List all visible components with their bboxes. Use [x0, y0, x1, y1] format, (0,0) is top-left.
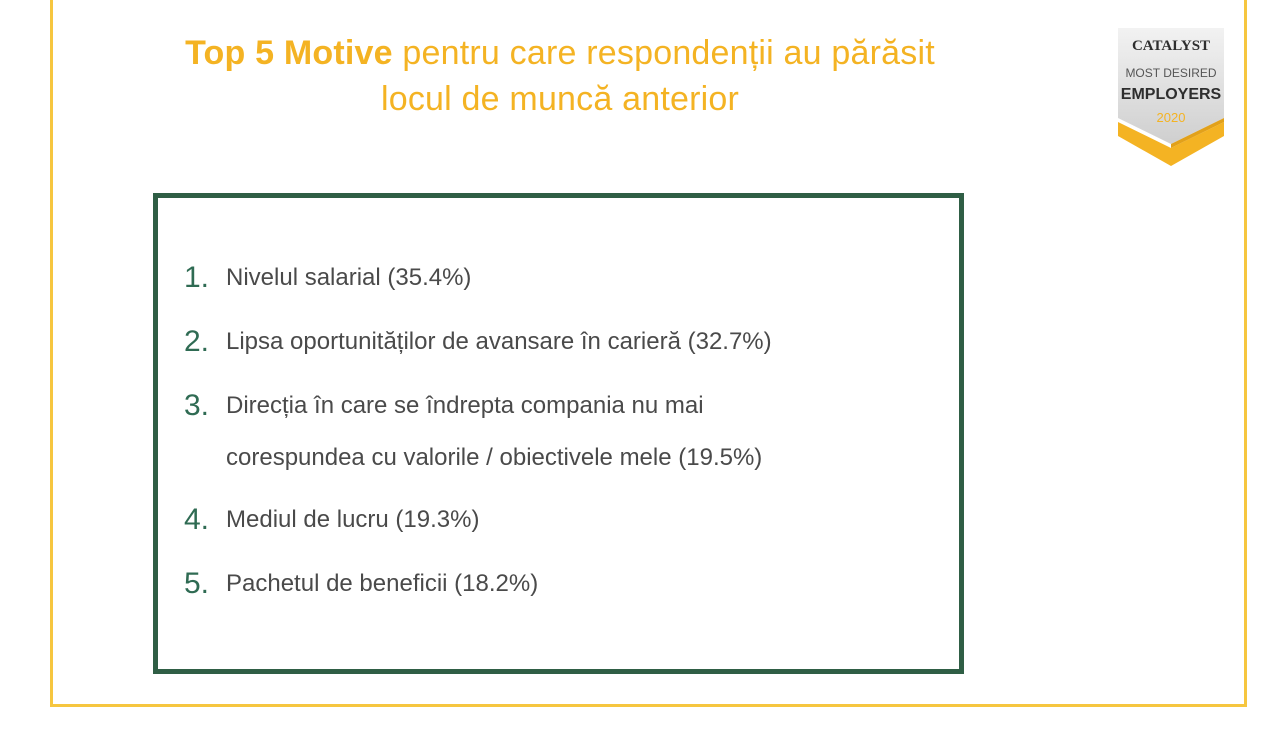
- badge-line1: MOST DESIRED: [1125, 66, 1216, 80]
- list-item-number: 1.: [184, 261, 210, 294]
- list-item-number: 2.: [184, 325, 210, 358]
- badge-line2: EMPLOYERS: [1121, 86, 1222, 103]
- title-rest: pentru care respondenții au părăsit: [392, 34, 935, 72]
- title-line2: locul de muncă anterior: [380, 80, 739, 118]
- list-item-text: Mediul de lucru (19.3%): [226, 506, 480, 533]
- slide-frame: [50, 0, 1247, 707]
- list-item-text: Nivelul salarial (35.4%): [226, 264, 472, 291]
- catalyst-badge-logo: CATALYST MOST DESIRED EMPLOYERS 2020: [1116, 26, 1226, 171]
- reasons-list-box: 1. Nivelul salarial (35.4%) 2. Lipsa opo…: [153, 193, 964, 674]
- list-item-text: Lipsa oportunităților de avansare în car…: [226, 328, 772, 355]
- list-item-number: 3.: [184, 389, 210, 422]
- list-item-number: 5.: [184, 567, 210, 600]
- slide-title: Top 5 Motive pentru care respondenții au…: [100, 30, 1020, 122]
- badge-year: 2020: [1157, 110, 1186, 125]
- title-bold: Top 5 Motive: [185, 34, 393, 72]
- list-item-text: Pachetul de beneficii (18.2%): [226, 570, 539, 597]
- list-item-number: 4.: [184, 503, 210, 536]
- badge-brand: CATALYST: [1132, 38, 1210, 54]
- list-item-text-continued: corespundea cu valorile / obiectivele me…: [226, 444, 763, 471]
- list-item-text: Direcția în care se îndrepta compania nu…: [226, 392, 704, 419]
